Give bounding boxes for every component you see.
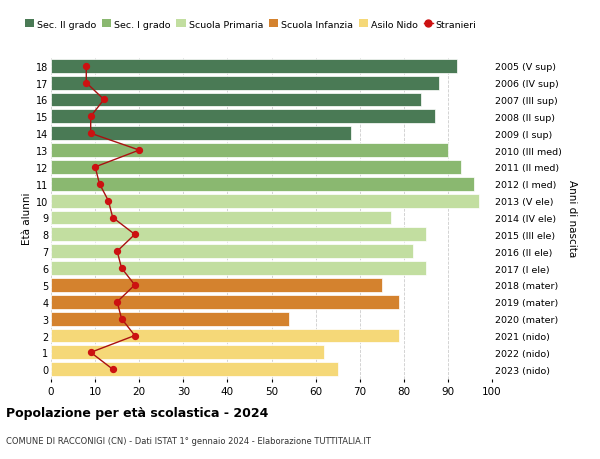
Legend: Sec. II grado, Sec. I grado, Scuola Primaria, Scuola Infanzia, Asilo Nido, Stran: Sec. II grado, Sec. I grado, Scuola Prim…	[25, 20, 476, 29]
Text: COMUNE DI RACCONIGI (CN) - Dati ISTAT 1° gennaio 2024 - Elaborazione TUTTITALIA.: COMUNE DI RACCONIGI (CN) - Dati ISTAT 1°…	[6, 436, 371, 445]
Bar	[51, 211, 391, 225]
Point	[95, 181, 104, 188]
Bar	[51, 295, 400, 309]
Point	[90, 164, 100, 171]
Point	[82, 80, 91, 87]
Point	[112, 248, 122, 255]
Point	[134, 147, 144, 154]
Point	[130, 332, 140, 340]
Bar	[51, 312, 289, 326]
Point	[86, 349, 95, 356]
Bar	[51, 93, 421, 107]
Point	[117, 265, 127, 272]
Point	[108, 214, 118, 222]
Bar	[51, 262, 426, 275]
Bar	[51, 245, 413, 258]
Bar	[51, 60, 457, 73]
Bar	[51, 279, 382, 292]
Point	[112, 298, 122, 306]
Point	[108, 366, 118, 373]
Bar	[51, 110, 434, 124]
Point	[86, 130, 95, 138]
Bar	[51, 144, 448, 157]
Bar	[51, 363, 338, 376]
Bar	[51, 194, 479, 208]
Y-axis label: Età alunni: Età alunni	[22, 192, 32, 244]
Point	[117, 315, 127, 323]
Point	[82, 63, 91, 70]
Point	[130, 282, 140, 289]
Point	[130, 231, 140, 239]
Bar	[51, 161, 461, 174]
Point	[99, 96, 109, 104]
Bar	[51, 329, 400, 343]
Bar	[51, 228, 426, 242]
Point	[104, 197, 113, 205]
Y-axis label: Anni di nascita: Anni di nascita	[567, 179, 577, 257]
Point	[86, 113, 95, 121]
Bar	[51, 346, 325, 359]
Bar	[51, 77, 439, 90]
Bar	[51, 178, 475, 191]
Bar	[51, 127, 351, 141]
Text: Popolazione per età scolastica - 2024: Popolazione per età scolastica - 2024	[6, 406, 268, 419]
